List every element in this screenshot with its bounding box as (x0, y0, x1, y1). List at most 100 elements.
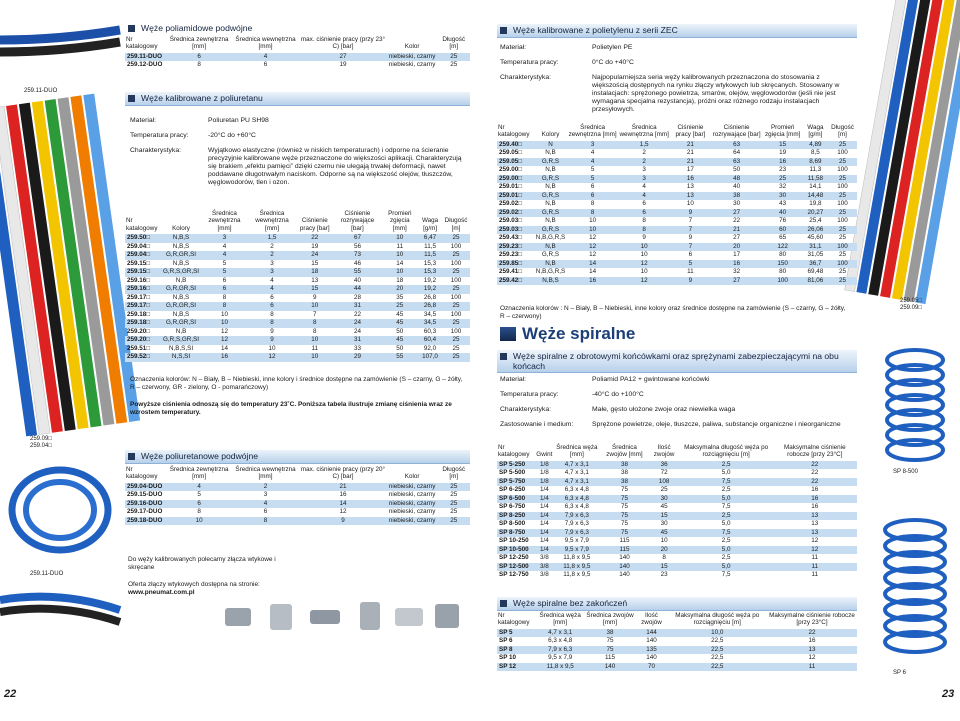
table-cell: 100 (450, 310, 462, 318)
column-header: Maksymalne ciśnienie robocze [przy 23°C] (783, 444, 846, 459)
column-header: Długość [m] (831, 124, 854, 139)
table-cell: 11 (811, 554, 819, 562)
table-cell: 259.17-DUO (127, 508, 163, 516)
table-cell: 25 (437, 482, 470, 492)
field-value: Małe, gęsto ułożone zwoje oraz niewielka… (592, 406, 736, 413)
table-cell: 140 (619, 554, 630, 562)
table-cell: 8 (642, 217, 646, 225)
table-cell: 3/8 (535, 562, 554, 572)
table-row: 259.02□ N,B 8 6 10 30 43 19,8 100 (497, 200, 857, 209)
table-head: Nr katalogowy Kolory Średnica zewnętrzna [… (497, 124, 857, 141)
side-label-line: 259.05□ (900, 298, 922, 304)
column-header: Średnica węża [mm] (539, 612, 581, 627)
table-row: 259.18-DUO 10 8 9 niebieski, czarny 25 (125, 516, 470, 526)
table-cell: 144 (635, 628, 668, 638)
table-cell: 45 (648, 528, 680, 538)
table-cell: 15 (296, 285, 334, 294)
side-label: SP 6 (893, 670, 906, 676)
offer-link[interactable]: www.pneumat.com.pl (128, 589, 195, 596)
table-cell: 100 (762, 276, 803, 286)
section-header: Węże kalibrowane z polietylenu z serii Z… (497, 24, 857, 38)
data-table: Nr katalogowy Kolory Średnica zewnętrzna [… (497, 124, 857, 286)
table-cell: 100 (828, 259, 857, 269)
table-cell: 4,7 x 3,1 (553, 477, 601, 487)
table-cell: 7,5 (679, 477, 773, 487)
table-cell: 100 (837, 217, 848, 225)
table-row: 259.40□ N 3 1,5 21 63 15 4,89 25 (497, 140, 857, 150)
table-row: SP 8-500 1/4 7,9 x 6,3 75 30 5,0 13 (497, 520, 857, 529)
table-cell: 25 (442, 234, 470, 243)
column-header: Waga [g/m] (807, 124, 824, 139)
table-cell: SP 6 (499, 637, 513, 645)
field-label: Materiał: (500, 376, 527, 383)
field-row: Materiał: Poliamid PA12 + gwintowane końc… (500, 376, 855, 384)
table-cell: 10 (381, 251, 419, 260)
table-cell: 140 (600, 562, 649, 572)
table-cell: 43 (779, 200, 787, 208)
table-cell: 40 (353, 276, 361, 284)
table-cell: 259.17□ (125, 302, 161, 311)
table-cell: 45 (660, 503, 668, 511)
table-cell: 10 (381, 234, 419, 243)
table-cell: 73 (333, 251, 382, 260)
table-cell: 45 (381, 336, 419, 345)
table-cell: 12 (589, 251, 597, 259)
table-cell: 8 (662, 554, 666, 562)
table-cell: 23 (660, 571, 668, 579)
table-row: 259.16□ N,B 6 4 13 40 18 19,2 100 (125, 277, 470, 286)
table-cell: 16 (339, 491, 347, 499)
table-cell: 13 (670, 191, 711, 201)
table-row: SP 10 9,5 x 7,9 115 140 22,5 12 (497, 654, 857, 663)
side-label: 259.05□ 259.09□ (900, 298, 922, 312)
table-cell: 2,5 (721, 554, 731, 562)
field-label: Zastosowanie i medium: (500, 421, 574, 428)
column-header: Ilość zwojów (653, 444, 675, 459)
table-cell: 11 (766, 662, 857, 672)
table-row: 259.04-DUO 4 2 21 niebieski, czarny 25 (125, 482, 470, 492)
offer: Oferta złączy wtykowych dostępna na stro… (128, 581, 298, 597)
table-row: 259.43□ N,B,G,R,S 12 9 9 27 65 45,60 25 (497, 234, 857, 243)
table-row: 259.15□ G,R,S,GR,SI 5 3 18 55 10 15,3 25 (125, 268, 470, 277)
table-row: 259.12-DUO 8 6 19 niebieski, czarny 25 (125, 61, 470, 70)
table-cell: 11 (772, 562, 857, 572)
table-cell: 2,5 (721, 537, 731, 545)
table-cell: 259.02□ (499, 200, 523, 208)
table-cell: 44 (333, 285, 382, 294)
table-cell: 1/4 (535, 494, 554, 504)
table-cell: 25,4 (809, 217, 822, 225)
table-cell: 150 (762, 259, 803, 269)
table-body: 259.50□ N,B,S 3 1,5 22 67 10 6,47 25 259.04□ N,B,S… (125, 234, 470, 362)
table-row: 259.42□ N,B,S 16 12 9 27 100 81,06 25 (497, 276, 857, 286)
page-number: 22 (4, 688, 17, 700)
table-cell: G,R,S (533, 157, 568, 167)
table-cell: 12 (618, 259, 671, 269)
table-cell: 259.41□ (499, 268, 523, 276)
table-cell: SP 8 (497, 645, 536, 655)
table-cell: 75 (620, 486, 628, 494)
offer-text: Oferta złączy wtykowych dostępna na stro… (128, 581, 260, 588)
section: Węże kalibrowane z poliuretanu (125, 92, 470, 106)
table-cell: 1/8 (535, 460, 554, 470)
table-cell: 6 (166, 52, 232, 62)
table-cell: 3 (263, 491, 268, 499)
table-cell: 69,48 (807, 268, 824, 276)
header-row: Nr katalogowy Średnica zewnętrzna [mm] Śre… (125, 466, 470, 483)
column-header: Średnica zewnętrzna [mm] (169, 36, 229, 51)
column-header: Średnica zwojów [mm] (586, 612, 634, 627)
section-header: Węże poliuretanowe podwójne (125, 450, 470, 464)
table-cell: 32 (779, 183, 787, 191)
table-cell: 259.16-DUO (125, 499, 167, 509)
data-table: Nr katalogowy Średnica zewnętrzna [mm] Śre… (125, 36, 470, 70)
table-cell: 259.18-DUO (125, 516, 167, 526)
table-cell: 4 (642, 183, 646, 191)
table-cell: 22 (296, 234, 334, 243)
table-cell: 10 (296, 302, 334, 311)
table-cell: 5,0 (721, 469, 731, 477)
table-cell: 4 (247, 285, 297, 294)
table-cell: 115 (605, 654, 616, 662)
side-label: 259.09□ 259.04□ (30, 436, 52, 450)
table-cell: 16 (811, 503, 819, 511)
table-row: 259.16□ G,R,GR,SI 6 4 15 44 20 19,2 25 (125, 285, 470, 294)
table-cell: 4 (166, 482, 232, 492)
table-cell: N,B (533, 259, 568, 269)
